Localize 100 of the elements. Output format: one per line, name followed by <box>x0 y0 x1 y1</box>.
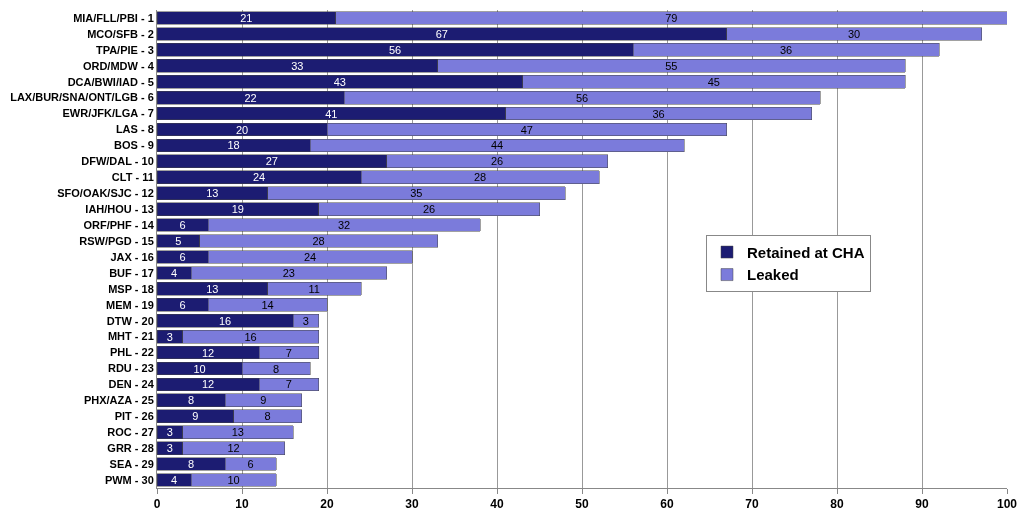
x-tick-label: 70 <box>745 497 759 512</box>
y-tick-label: LAS - 8 <box>115 123 154 136</box>
data-label: 10 <box>193 362 206 375</box>
data-label: 8 <box>264 410 271 423</box>
data-label: 6 <box>247 458 254 471</box>
data-label: 9 <box>192 410 199 423</box>
data-label: 27 <box>265 155 278 168</box>
data-label: 3 <box>166 442 173 455</box>
y-tick-label: JAX - 16 <box>110 250 154 263</box>
y-tick-label: DCA/BWI/IAD - 5 <box>67 75 154 88</box>
data-label: 6 <box>179 298 186 311</box>
data-label: 22 <box>244 91 257 104</box>
y-tick-label: EWR/JFK/LGA - 7 <box>62 107 154 120</box>
data-label: 16 <box>218 314 232 327</box>
data-label: 4 <box>170 266 178 279</box>
data-label: 20 <box>235 123 249 136</box>
data-label: 32 <box>337 219 351 232</box>
data-label: 56 <box>575 91 589 104</box>
y-tick-label: MHT - 21 <box>107 330 154 343</box>
y-tick-label: ORD/MDW - 4 <box>82 59 155 72</box>
x-tick-label: 100 <box>996 497 1018 512</box>
y-tick-label: BOS - 9 <box>114 139 154 152</box>
data-label: 7 <box>285 378 292 391</box>
data-label: 56 <box>388 43 402 56</box>
data-label: 30 <box>847 27 861 40</box>
data-label: 12 <box>227 442 240 455</box>
data-label: 3 <box>302 314 309 327</box>
y-tick-label: MIA/FLL/PBI - 1 <box>73 11 154 24</box>
y-tick-label: CLT - 11 <box>111 171 154 184</box>
x-tick-label: 20 <box>320 497 334 512</box>
y-tick-label: MCO/SFB - 2 <box>87 27 154 40</box>
x-tick-label: 80 <box>830 497 844 512</box>
data-label: 10 <box>227 474 240 487</box>
x-tick-label: 60 <box>660 497 674 512</box>
data-label: 26 <box>422 203 436 216</box>
data-label: 4 <box>170 474 178 487</box>
data-label: 28 <box>312 235 325 248</box>
data-label: 3 <box>166 330 173 343</box>
data-label: 18 <box>227 139 240 152</box>
legend-label: Leaked <box>747 266 799 284</box>
data-label: 5 <box>175 235 182 248</box>
y-tick-label: DEN - 24 <box>108 378 155 391</box>
data-label: 13 <box>206 282 219 295</box>
y-tick-label: ROC - 27 <box>107 426 154 439</box>
data-label: 45 <box>707 75 720 88</box>
data-label: 24 <box>252 171 266 184</box>
data-label: 35 <box>410 187 423 200</box>
y-tick-label: MSP - 18 <box>108 282 154 295</box>
y-tick-label: BUF - 17 <box>109 266 154 279</box>
data-label: 55 <box>665 59 678 72</box>
data-label: 14 <box>261 298 274 311</box>
data-label: 36 <box>779 43 793 56</box>
x-tick-label: 30 <box>405 497 419 512</box>
data-label: 23 <box>282 266 295 279</box>
data-label: 26 <box>490 155 504 168</box>
data-label: 12 <box>201 378 215 391</box>
data-label: 67 <box>435 27 448 40</box>
x-tick-label: 90 <box>915 497 929 512</box>
y-tick-label: TPA/PIE - 3 <box>95 43 154 56</box>
data-label: 6 <box>179 219 186 232</box>
y-tick-label: DTW - 20 <box>106 314 154 327</box>
data-label: 79 <box>665 11 678 24</box>
y-tick-label: RDU - 23 <box>107 362 154 375</box>
legend-label: Retained at CHA <box>747 243 865 261</box>
data-label: 9 <box>260 394 267 407</box>
data-label: 8 <box>187 458 195 471</box>
data-label: 8 <box>272 362 280 375</box>
y-tick-label: PWM - 30 <box>104 473 154 486</box>
data-label: 43 <box>333 75 346 88</box>
data-label: 44 <box>490 139 504 152</box>
data-label: 3 <box>166 426 173 439</box>
data-label: 13 <box>231 426 244 439</box>
y-tick-label: PHX/AZA - 25 <box>83 394 154 407</box>
y-tick-label: IAH/HOU - 13 <box>85 203 154 216</box>
data-label: 28 <box>473 171 487 184</box>
data-label: 6 <box>179 250 186 263</box>
x-tick-label: 10 <box>235 497 249 512</box>
y-tick-label: ORF/PHF - 14 <box>83 218 155 231</box>
data-label: 8 <box>187 394 195 407</box>
y-tick-label: RSW/PGD - 15 <box>79 234 154 247</box>
data-label: 21 <box>240 11 253 24</box>
y-tick-label: PHL - 22 <box>109 346 154 359</box>
y-tick-label: PIT - 26 <box>114 410 154 423</box>
y-tick-label: GRR - 28 <box>107 442 154 455</box>
x-tick-label: 0 <box>153 497 161 512</box>
data-label: 16 <box>244 330 257 343</box>
x-tick-label: 50 <box>575 497 589 512</box>
data-label: 41 <box>325 107 338 120</box>
data-label: 12 <box>201 346 215 359</box>
y-tick-label: DFW/DAL - 10 <box>81 155 154 168</box>
y-tick-label: SFO/OAK/SJC - 12 <box>57 187 154 200</box>
x-tick-label: 40 <box>490 497 504 512</box>
data-label: 36 <box>652 107 665 120</box>
data-label: 24 <box>303 250 317 263</box>
y-tick-label: LAX/BUR/SNA/ONT/LGB - 6 <box>10 91 154 104</box>
data-label: 7 <box>285 346 292 359</box>
y-tick-label: MEM - 19 <box>106 298 154 311</box>
data-label: 47 <box>520 123 533 136</box>
data-label: 33 <box>291 59 304 72</box>
data-label: 13 <box>206 187 219 200</box>
